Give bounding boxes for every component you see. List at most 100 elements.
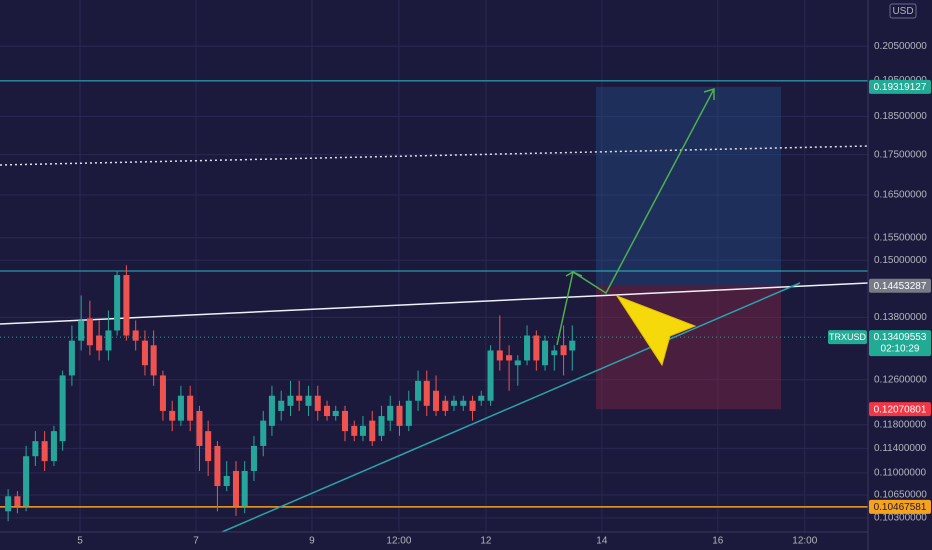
candle-body xyxy=(177,395,184,421)
x-tick-label: 9 xyxy=(309,536,315,547)
y-tick-label: 0.16500000 xyxy=(874,190,927,201)
candle-body xyxy=(86,318,93,346)
y-tick-label: 0.17500000 xyxy=(874,149,927,160)
price-label-box xyxy=(869,278,931,293)
candle-body xyxy=(159,375,166,411)
candle-body xyxy=(105,330,112,351)
x-tick-label: 14 xyxy=(596,536,608,547)
candle-body xyxy=(478,395,485,401)
y-tick-label: 0.10650000 xyxy=(874,490,927,501)
candle-body xyxy=(41,441,48,462)
y-tick-label: 0.20500000 xyxy=(874,41,927,52)
arrow-head xyxy=(703,87,715,100)
candle-body xyxy=(524,335,531,361)
x-tick-label: 12:00 xyxy=(792,536,817,547)
price-label: 0.12070801 xyxy=(874,404,927,415)
candle-body xyxy=(260,420,267,446)
candle-body xyxy=(150,345,157,376)
candle-body xyxy=(487,350,494,401)
last-price-box xyxy=(869,330,931,357)
candle-body xyxy=(78,320,85,341)
candle-body xyxy=(405,400,412,426)
y-tick-label: 0.11000000 xyxy=(874,467,927,478)
axis: 0.205000000.195000000.185000000.17500000… xyxy=(77,41,931,547)
price-label-box xyxy=(869,499,931,514)
candle-body xyxy=(469,400,476,411)
candle-body xyxy=(514,360,521,366)
y-tick-label: 0.10300000 xyxy=(874,513,927,524)
candle-body xyxy=(396,405,403,426)
candle-body xyxy=(187,395,194,421)
currency-box xyxy=(889,3,917,19)
y-tick-label: 0.15500000 xyxy=(874,232,927,243)
grid xyxy=(0,0,868,532)
x-tick-label: 12 xyxy=(480,536,492,547)
y-tick-label: 0.11800000 xyxy=(874,419,927,430)
candle-body xyxy=(14,496,21,507)
x-tick-label: 12:00 xyxy=(386,536,411,547)
candle-body xyxy=(387,405,394,421)
candle-body xyxy=(496,350,503,361)
candle-body xyxy=(196,410,203,446)
candle-body xyxy=(560,345,567,356)
candle-body xyxy=(314,395,321,411)
candle-body xyxy=(460,400,467,406)
symbol-box xyxy=(828,330,867,345)
price-label-box xyxy=(869,79,931,94)
candle-body xyxy=(351,425,358,436)
candle-body xyxy=(59,375,66,442)
y-tick-label: 0.15000000 xyxy=(874,255,927,266)
candle-body xyxy=(450,400,458,406)
currency: USD xyxy=(892,6,913,17)
y-tick-label: 0.13800000 xyxy=(874,312,927,323)
candle-body xyxy=(359,425,366,436)
candle-body xyxy=(278,400,285,411)
candle-body xyxy=(223,475,230,487)
candle-body xyxy=(232,470,240,507)
candle-body xyxy=(169,410,176,421)
candle-body xyxy=(32,441,39,457)
candle-body xyxy=(506,355,513,361)
x-tick-label: 7 xyxy=(193,536,199,547)
candle-body xyxy=(533,335,540,361)
lower-trend xyxy=(221,282,801,533)
candle-body xyxy=(205,431,212,462)
price-label: 0.10467581 xyxy=(874,502,927,513)
candle-body xyxy=(569,340,576,351)
countdown: 02:10:29 xyxy=(881,344,920,355)
y-tick-label: 0.12600000 xyxy=(874,374,927,385)
candle-body xyxy=(542,340,549,366)
tools xyxy=(556,87,715,367)
candle-body xyxy=(68,340,75,376)
y-tick-label: 0.11400000 xyxy=(874,443,927,454)
candle-body xyxy=(332,410,339,417)
candle-body xyxy=(324,405,331,417)
projection-arrow xyxy=(556,88,715,346)
candle-body xyxy=(5,496,12,512)
candle-body xyxy=(423,380,430,406)
candle-body xyxy=(123,275,130,336)
price-label-box xyxy=(869,402,931,417)
candle-body xyxy=(114,275,121,331)
price-label: 0.14453287 xyxy=(874,281,927,292)
y-tick-label: 0.18500000 xyxy=(874,111,927,122)
candles xyxy=(5,265,576,522)
candle-body xyxy=(241,470,248,507)
target-zone xyxy=(596,86,781,286)
candle-body xyxy=(268,395,275,426)
candle-body xyxy=(214,445,221,487)
candle-body xyxy=(305,395,312,406)
candle-body xyxy=(250,445,257,471)
candle-body xyxy=(23,456,30,507)
arrow-head xyxy=(565,271,583,277)
candle-body xyxy=(551,350,558,356)
cursor-arrow xyxy=(615,294,697,367)
candle-body xyxy=(132,330,139,341)
last-price: 0.13409553 xyxy=(874,332,927,343)
candle-body xyxy=(141,340,148,366)
candle-body xyxy=(442,400,449,411)
candle-body xyxy=(415,380,422,401)
candle-body xyxy=(50,431,57,462)
